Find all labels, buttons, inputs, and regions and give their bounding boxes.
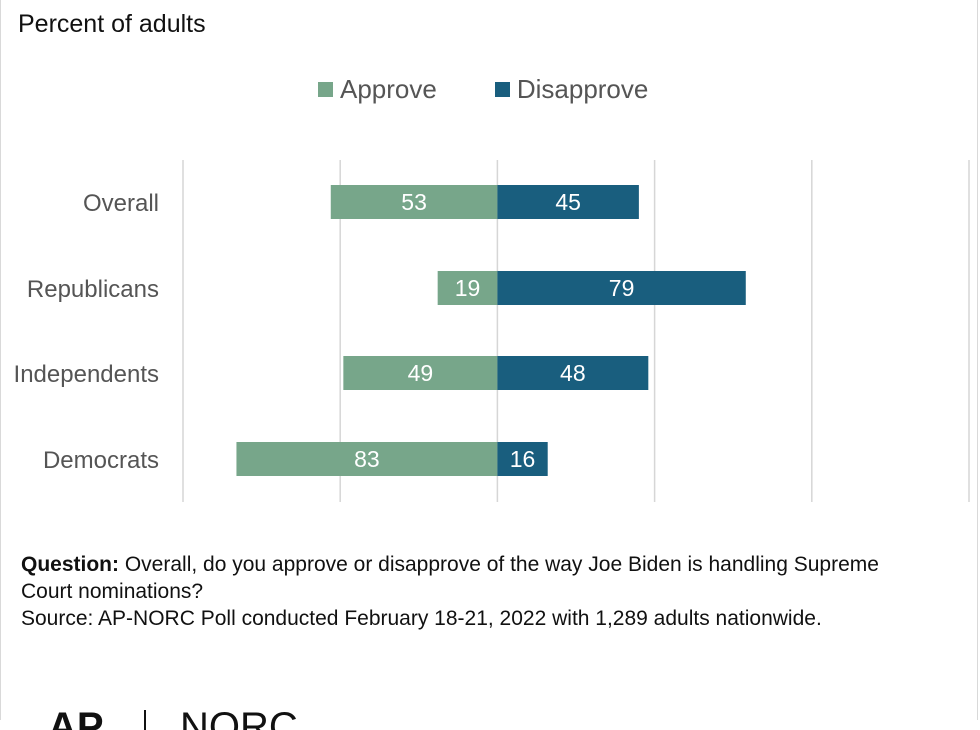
data-label-approve: 19 <box>455 275 481 301</box>
data-label-approve: 53 <box>401 189 427 215</box>
category-label: Democrats <box>43 447 159 474</box>
data-label-disapprove: 79 <box>609 275 635 301</box>
data-label-disapprove: 45 <box>555 189 581 215</box>
question-label: Question: <box>21 553 119 576</box>
legend-label-approve: Approve <box>340 73 437 104</box>
data-label-disapprove: 48 <box>560 360 586 386</box>
legend-swatch-approve <box>318 81 333 97</box>
bar-approve-democrats <box>236 442 498 476</box>
category-label: Overall <box>83 190 159 217</box>
bar-disapprove-independents <box>497 356 649 390</box>
chart-subtitle: Percent of adults <box>18 10 206 38</box>
chart-notes: Question: Overall, do you approve or dis… <box>21 551 921 632</box>
legend-item-disapprove: Disapprove <box>494 73 649 105</box>
category-label: Independents <box>14 361 159 388</box>
data-label-disapprove: 16 <box>510 446 536 472</box>
bar-disapprove-overall <box>497 185 639 219</box>
legend-item-approve: Approve <box>318 74 437 105</box>
bar-approve-republicans <box>437 271 498 305</box>
ap-norc-logo-graphic: AP NORC <box>48 705 298 730</box>
bar-approve-independents <box>343 356 498 390</box>
legend-swatch-disapprove <box>494 81 510 97</box>
svg-text:AP: AP <box>48 705 104 730</box>
category-label: Republicans <box>27 276 159 303</box>
question-note: Question: Overall, do you approve or dis… <box>21 551 921 605</box>
diverging-bar-chart: Overall 53 45 Republicans 19 79 Independents 49… <box>14 160 970 502</box>
legend: Approve Disapprove <box>318 72 706 106</box>
legend-label-disapprove: Disapprove <box>516 73 649 104</box>
bar-approve-overall <box>330 185 498 219</box>
question-text: Overall, do you approve or disapprove of… <box>21 553 879 603</box>
data-label-approve: 83 <box>354 446 380 472</box>
ap-norc-logo: AP NORC <box>40 700 370 730</box>
data-label-approve: 49 <box>408 360 434 386</box>
source-note: Source: AP-NORC Poll conducted February … <box>21 607 822 630</box>
bar-disapprove-democrats <box>497 442 548 476</box>
svg-text:NORC: NORC <box>180 705 298 730</box>
bar-disapprove-republicans <box>497 271 746 305</box>
